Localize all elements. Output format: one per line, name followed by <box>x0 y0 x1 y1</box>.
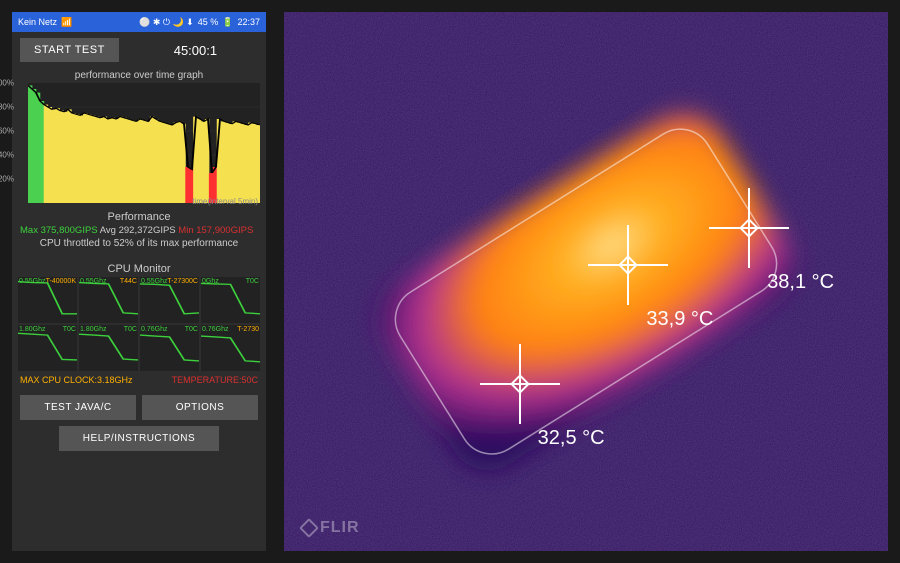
options-button[interactable]: OPTIONS <box>142 395 258 420</box>
network-status: Kein Netz <box>18 17 57 27</box>
cpu-core-cell: 1.80Ghz T0C <box>18 325 77 371</box>
cpu-core-cell: 0.55Ghz T44C <box>79 277 138 323</box>
cpu-core-cell: 1.80Ghz T0C <box>79 325 138 371</box>
wifi-icon: 📶 <box>61 17 72 28</box>
thermal-crosshair <box>588 225 668 305</box>
thermal-image-panel: FLIR 32,5 °C 33,9 °C 38,1 °C <box>284 12 888 551</box>
perf-chart-footer: time(interval 5min) <box>192 197 258 206</box>
cpu-footer: MAX CPU CLOCK:3.18GHz TEMPERATURE:50C <box>12 373 266 391</box>
max-clock-label: MAX CPU CLOCK:3.18GHz <box>20 375 133 385</box>
button-row: TEST JAVA/C OPTIONS <box>12 391 266 424</box>
start-test-button[interactable]: START TEST <box>20 38 119 62</box>
perf-max: Max 375,800GIPS <box>20 225 98 236</box>
help-button[interactable]: HELP/INSTRUCTIONS <box>59 426 219 451</box>
cpu-core-cell: 0.76Ghz T0C <box>140 325 199 371</box>
perf-summary-title: Performance <box>20 211 258 223</box>
test-java-button[interactable]: TEST JAVA/C <box>20 395 136 420</box>
perf-avg: Avg 292,372GIPS <box>100 225 176 236</box>
bluetooth-icon: ⚪ ✱ ⏻ 🌙 ⬇ <box>139 17 194 28</box>
thermal-temp-reading: 38,1 °C <box>767 271 834 294</box>
top-controls: START TEST 45:00:1 <box>12 32 266 68</box>
performance-summary: Performance Max 375,800GIPS Avg 292,372G… <box>12 207 266 257</box>
cpu-monitor-title: CPU Monitor <box>12 257 266 275</box>
timer-display: 45:00:1 <box>133 43 258 58</box>
throttle-message: CPU throttled to 52% of its max performa… <box>20 238 258 249</box>
battery-icon: 🔋 <box>222 17 233 28</box>
clock-time: 22:37 <box>237 17 260 27</box>
thermal-temp-reading: 32,5 °C <box>538 427 605 450</box>
performance-chart: 100%80%60%40%20% time(interval 5min) <box>28 83 260 203</box>
battery-level: 45 % <box>198 17 219 27</box>
temperature-label: TEMPERATURE:50C <box>172 375 258 385</box>
cpu-core-cell: 0.76Ghz T-2730 <box>201 325 260 371</box>
benchmark-app-panel: Kein Netz 📶 ⚪ ✱ ⏻ 🌙 ⬇ 45 % 🔋 22:37 START… <box>12 12 266 551</box>
flir-gear-icon <box>299 518 319 538</box>
thermal-crosshair <box>480 344 560 424</box>
cpu-core-cell: 0.55Ghz T-27300C <box>140 277 199 323</box>
cpu-core-cell: 0Ghz T0C <box>201 277 260 323</box>
cpu-core-grid: 0.55Ghz T-40000K 0.55Ghz T44C 0.55Ghz T-… <box>12 275 266 373</box>
cpu-core-cell: 0.55Ghz T-40000K <box>18 277 77 323</box>
flir-logo-text: FLIR <box>320 519 360 537</box>
flir-logo: FLIR <box>302 519 360 537</box>
perf-chart-title: performance over time graph <box>12 68 266 83</box>
thermal-crosshair <box>709 188 789 268</box>
android-status-bar: Kein Netz 📶 ⚪ ✱ ⏻ 🌙 ⬇ 45 % 🔋 22:37 <box>12 12 266 32</box>
perf-min: Min 157,900GIPS <box>178 225 253 236</box>
thermal-temp-reading: 33,9 °C <box>646 308 713 331</box>
